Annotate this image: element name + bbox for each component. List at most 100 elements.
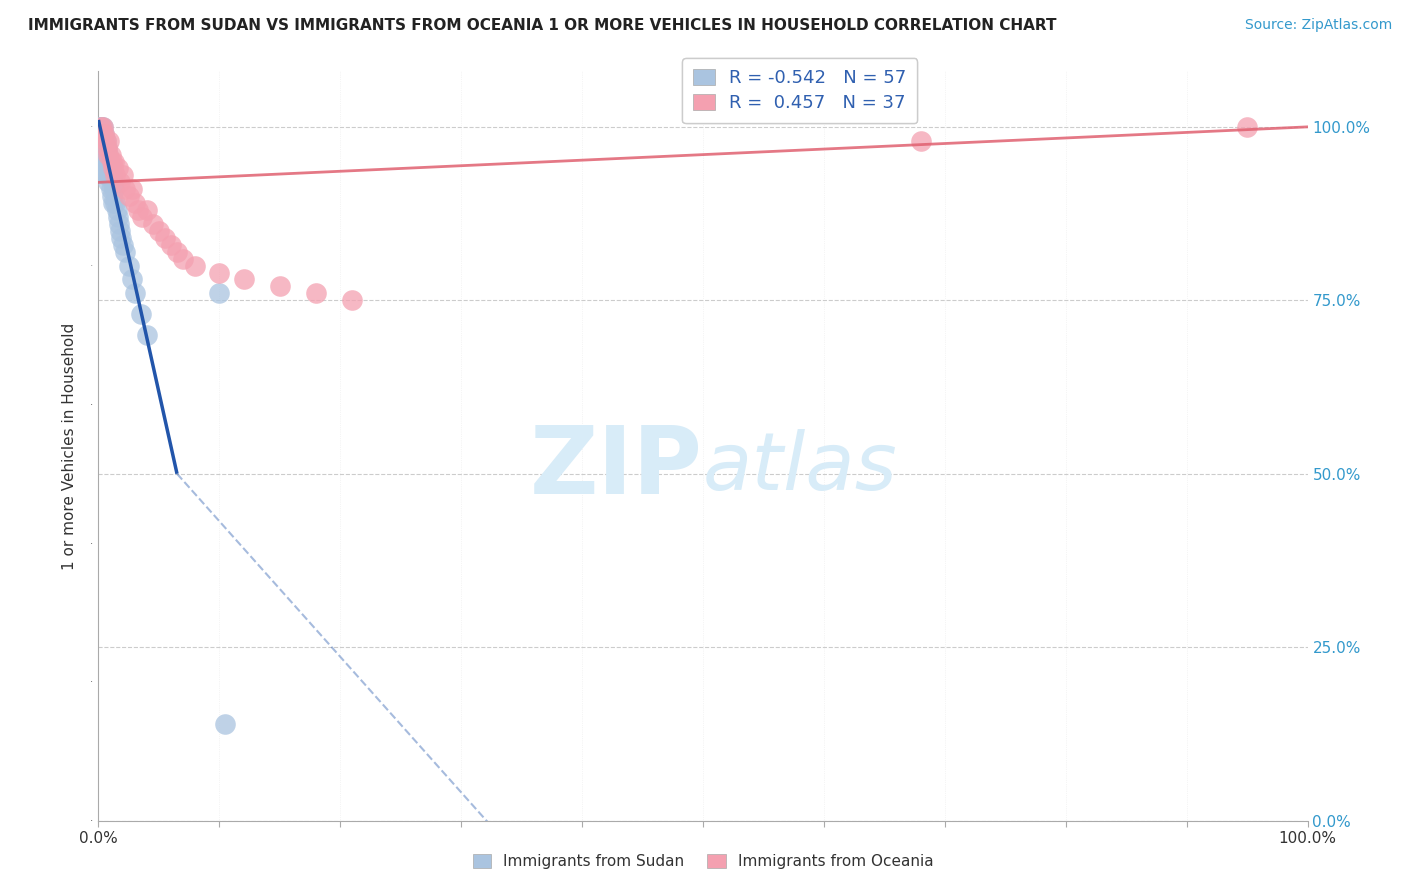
Point: [105, 203, 128, 218]
Point: [91, 120, 114, 134]
Point: [90, 120, 112, 134]
Point: [91, 127, 114, 141]
Legend: Immigrants from Sudan, Immigrants from Oceania: Immigrants from Sudan, Immigrants from O…: [467, 848, 939, 875]
Point: [100, 169, 122, 183]
Point: [342, 293, 364, 308]
Point: [91, 134, 114, 148]
Point: [94, 134, 117, 148]
Point: [91, 147, 114, 161]
Point: [148, 224, 170, 238]
Point: [98, 154, 121, 169]
Point: [107, 210, 129, 224]
Text: IMMIGRANTS FROM SUDAN VS IMMIGRANTS FROM OCEANIA 1 OR MORE VEHICLES IN HOUSEHOLD: IMMIGRANTS FROM SUDAN VS IMMIGRANTS FROM…: [28, 18, 1057, 33]
Point: [160, 237, 183, 252]
Point: [108, 224, 131, 238]
Point: [208, 286, 231, 301]
Text: atlas: atlas: [703, 429, 898, 508]
Point: [94, 134, 117, 148]
Point: [208, 266, 231, 280]
Point: [93, 147, 115, 161]
Point: [100, 154, 122, 169]
Point: [97, 147, 120, 161]
Point: [107, 161, 129, 176]
Point: [90, 127, 112, 141]
Y-axis label: 1 or more Vehicles in Household: 1 or more Vehicles in Household: [62, 322, 77, 570]
Point: [104, 196, 127, 211]
Point: [91, 147, 114, 161]
Point: [118, 189, 141, 203]
Point: [91, 120, 114, 134]
Point: [91, 141, 114, 155]
Point: [91, 127, 114, 141]
Point: [91, 127, 114, 141]
Point: [184, 259, 207, 273]
Point: [93, 127, 115, 141]
Point: [124, 286, 146, 301]
Point: [96, 154, 118, 169]
Point: [90, 120, 112, 134]
Point: [103, 182, 125, 196]
Point: [93, 134, 115, 148]
Point: [114, 182, 136, 196]
Point: [127, 203, 149, 218]
Point: [111, 169, 134, 183]
Legend: R = -0.542   N = 57, R =  0.457   N = 37: R = -0.542 N = 57, R = 0.457 N = 37: [682, 58, 917, 123]
Point: [100, 189, 122, 203]
Point: [89, 127, 111, 141]
Text: ZIP: ZIP: [530, 423, 703, 515]
Point: [114, 244, 136, 259]
Point: [90, 141, 112, 155]
Point: [104, 169, 127, 183]
Text: Source: ZipAtlas.com: Source: ZipAtlas.com: [1244, 18, 1392, 32]
Point: [96, 141, 118, 155]
Point: [121, 272, 143, 286]
Point: [101, 175, 124, 189]
Point: [111, 237, 134, 252]
Point: [135, 203, 157, 218]
Point: [1236, 120, 1258, 134]
Point: [91, 120, 114, 134]
Point: [89, 120, 111, 134]
Point: [91, 161, 114, 176]
Point: [142, 217, 165, 231]
Point: [101, 196, 124, 211]
Point: [91, 141, 114, 155]
Point: [94, 154, 117, 169]
Point: [108, 217, 131, 231]
Point: [93, 127, 115, 141]
Point: [93, 161, 115, 176]
Point: [166, 244, 188, 259]
Point: [118, 259, 141, 273]
Point: [101, 161, 124, 176]
Point: [108, 175, 131, 189]
Point: [131, 210, 153, 224]
Point: [129, 307, 152, 321]
Point: [94, 141, 117, 155]
Point: [100, 161, 122, 176]
Point: [96, 141, 118, 155]
Point: [110, 231, 132, 245]
Point: [124, 196, 146, 211]
Point: [135, 328, 157, 343]
Point: [90, 134, 112, 148]
Point: [232, 272, 254, 286]
Point: [153, 231, 176, 245]
Point: [100, 182, 122, 196]
Point: [89, 120, 111, 134]
Point: [98, 134, 121, 148]
Point: [96, 169, 118, 183]
Point: [97, 161, 120, 176]
Point: [90, 120, 112, 134]
Point: [91, 154, 114, 169]
Point: [97, 147, 120, 161]
Point: [121, 182, 143, 196]
Point: [94, 169, 117, 183]
Point: [103, 154, 125, 169]
Point: [269, 279, 291, 293]
Point: [100, 147, 122, 161]
Point: [910, 134, 932, 148]
Point: [305, 286, 328, 301]
Point: [97, 175, 120, 189]
Point: [214, 716, 236, 731]
Point: [98, 169, 121, 183]
